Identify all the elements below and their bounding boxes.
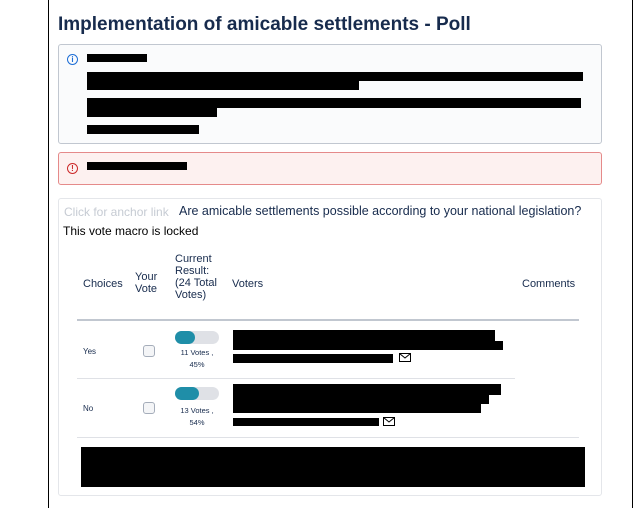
result-bar-no — [175, 387, 219, 400]
redacted-text — [87, 98, 581, 108]
header-comments: Comments — [522, 278, 576, 290]
poll-question: Are amicable settlements possible accord… — [179, 204, 582, 218]
redacted-voters — [233, 354, 393, 363]
vote-checkbox-yes[interactable] — [143, 345, 155, 357]
header-choices: Choices — [83, 278, 123, 290]
error-panel: ! — [58, 152, 602, 185]
result-bar-yes — [175, 331, 219, 344]
redacted-voters — [233, 395, 489, 404]
row-divider — [77, 437, 579, 438]
redacted-text — [87, 81, 359, 90]
header-your-vote: Your Vote — [135, 271, 158, 295]
choice-yes-label: Yes — [83, 347, 97, 356]
anchor-link[interactable]: Click for anchor link — [64, 205, 169, 219]
redacted-voters — [233, 404, 481, 413]
error-icon: ! — [67, 163, 78, 174]
votes-percent-no: 54% — [189, 418, 205, 427]
page-frame — [48, 0, 633, 508]
header-voters: Voters — [232, 278, 264, 290]
redacted-text — [87, 72, 583, 81]
redacted-voters — [233, 384, 501, 395]
result-bar-fill-no — [175, 387, 199, 400]
mail-icon[interactable] — [399, 353, 411, 362]
mail-icon[interactable] — [383, 417, 395, 426]
info-icon: i — [67, 54, 78, 65]
header-current-result: Current Result: (24 Total Votes) — [175, 253, 217, 301]
redacted-voters — [233, 341, 503, 350]
locked-notice: This vote macro is locked — [63, 224, 199, 238]
redacted-text — [87, 162, 187, 170]
info-panel: i — [58, 44, 602, 144]
redacted-block — [81, 447, 585, 487]
result-bar-fill-yes — [175, 331, 195, 344]
redacted-text — [87, 125, 199, 134]
vote-checkbox-no[interactable] — [143, 402, 155, 414]
redacted-voters — [233, 330, 495, 341]
votes-count-yes: 11 Votes , — [180, 348, 214, 357]
votes-percent-yes: 45% — [189, 360, 205, 369]
poll-panel: Click for anchor link Are amicable settl… — [58, 198, 602, 496]
redacted-text — [87, 108, 217, 117]
header-divider — [77, 319, 579, 321]
redacted-text — [87, 54, 147, 62]
votes-count-no: 13 Votes , — [180, 406, 214, 415]
choice-no-label: No — [83, 404, 94, 413]
redacted-voters — [233, 418, 379, 426]
row-divider — [77, 378, 515, 379]
page-title: Implementation of amicable settlements -… — [58, 14, 471, 35]
